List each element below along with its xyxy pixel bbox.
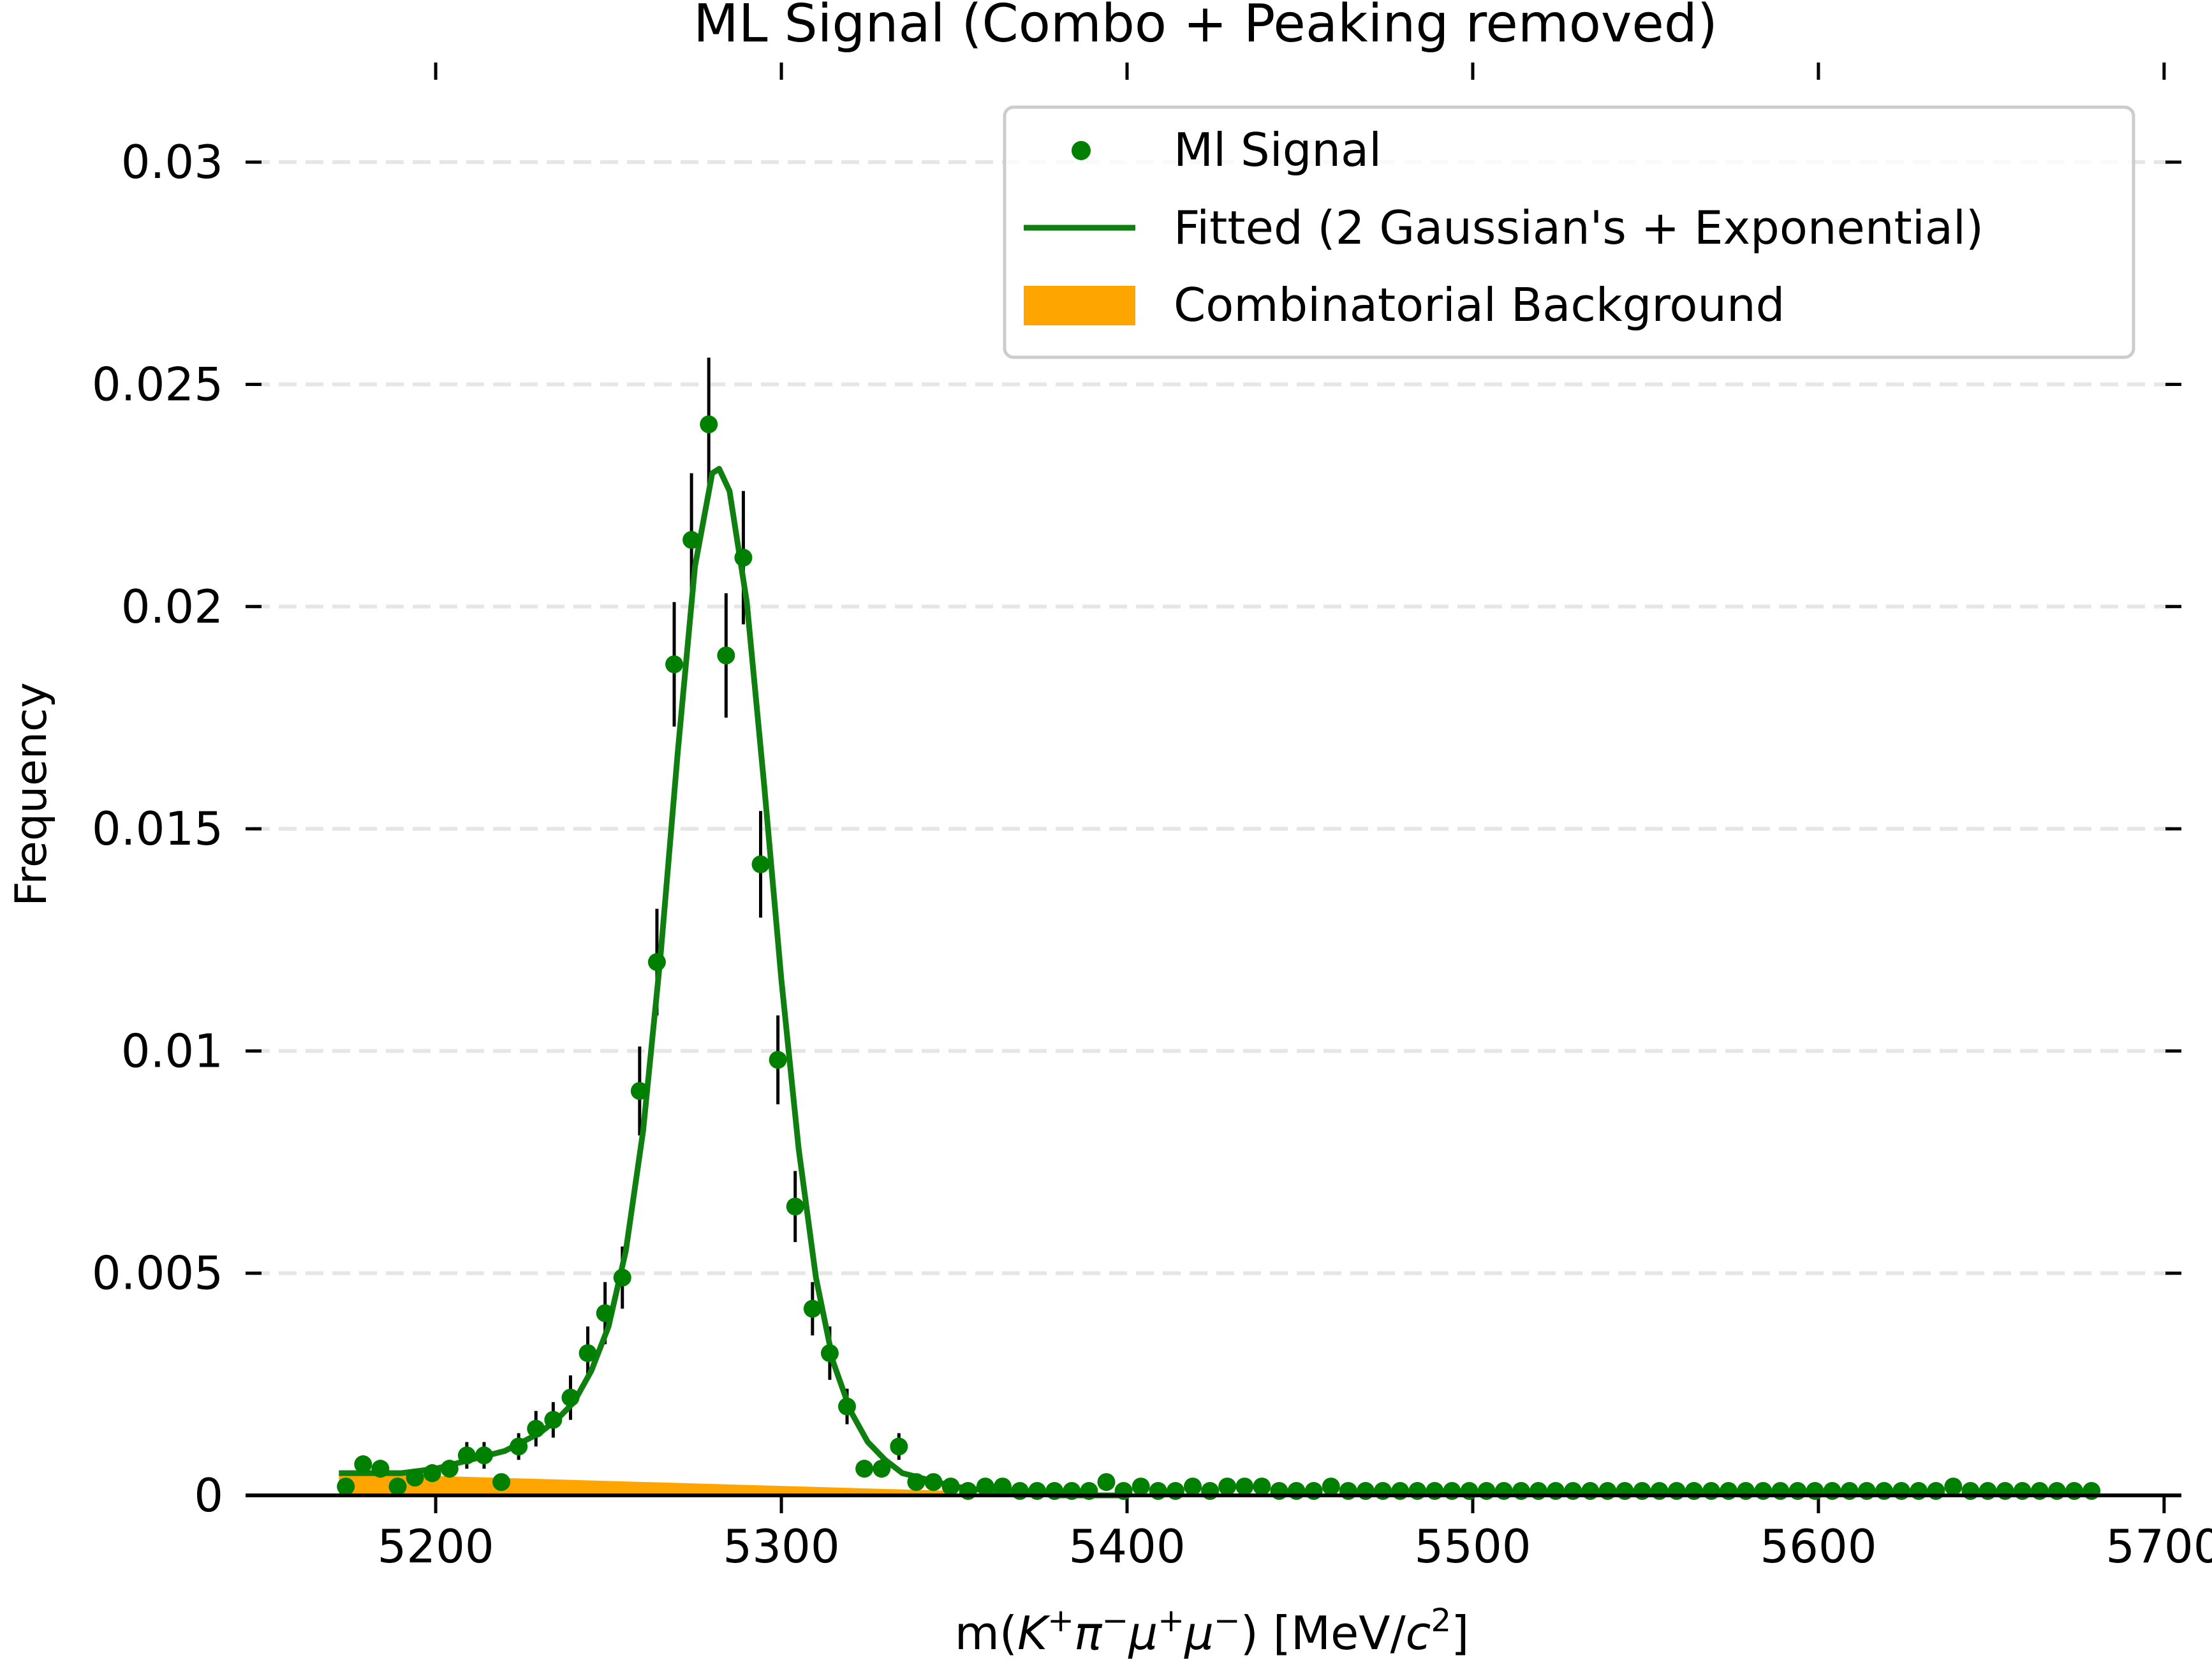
x-tick-label: 5300: [723, 1520, 839, 1573]
x-label-k-sup: +: [1047, 1602, 1074, 1639]
signal-point: [665, 655, 684, 674]
signal-point: [993, 1478, 1012, 1496]
x-label-mu2-sup: −: [1214, 1602, 1241, 1639]
signal-point: [803, 1300, 822, 1318]
signal-point: [527, 1419, 545, 1438]
x-tick-label: 5700: [2105, 1520, 2212, 1573]
x-label-prefix: m(: [955, 1606, 1017, 1660]
signal-point: [1183, 1478, 1202, 1496]
signal-point: [337, 1478, 355, 1496]
legend-patch-background: [1024, 286, 1135, 325]
y-tick-label: 0.005: [92, 1247, 223, 1300]
signal-point: [1944, 1478, 1963, 1496]
x-label-mu2: μ: [1184, 1606, 1214, 1660]
signal-point: [475, 1446, 493, 1465]
signal-point: [544, 1411, 563, 1429]
signal-point: [751, 855, 770, 873]
y-tick-label: 0.015: [92, 802, 223, 856]
x-axis-label: m(K+π−μ+μ−) [MeV/c2]: [955, 1602, 1470, 1660]
signal-point: [406, 1469, 424, 1487]
signal-point: [941, 1478, 960, 1496]
y-axis-label: Frequency: [6, 682, 57, 906]
y-tick-label: 0: [194, 1469, 223, 1522]
signal-point: [976, 1478, 994, 1496]
signal-point: [682, 531, 701, 549]
signal-point: [492, 1473, 511, 1492]
x-tick-label: 5400: [1068, 1520, 1185, 1573]
x-label-unit-close: ]: [1451, 1606, 1469, 1660]
signal-point: [371, 1460, 390, 1478]
signal-point: [855, 1460, 874, 1478]
signal-point: [596, 1304, 614, 1322]
legend-box: [1003, 105, 2135, 359]
signal-point: [1235, 1478, 1254, 1496]
x-label-mu1: μ: [1128, 1606, 1158, 1660]
legend-label-background: Combinatorial Background: [1174, 278, 1785, 332]
signal-point: [907, 1473, 925, 1492]
signal-point: [630, 1082, 649, 1100]
signal-point: [1132, 1478, 1150, 1496]
signal-point: [924, 1473, 943, 1492]
signal-point: [423, 1464, 441, 1483]
y-tick-label: 0.02: [121, 580, 223, 633]
legend-marker-signal: [1072, 141, 1091, 160]
signal-point: [1253, 1478, 1271, 1496]
signal-point: [561, 1388, 580, 1407]
signal-point: [769, 1051, 787, 1069]
signal-point: [1097, 1473, 1116, 1492]
signal-point: [734, 549, 753, 567]
x-label-pi: π: [1074, 1606, 1103, 1660]
x-label-mu1-sup: +: [1158, 1602, 1184, 1639]
legend: Ml Signal Fitted (2 Gaussian's + Exponen…: [1003, 105, 2135, 359]
x-label-k: K: [1017, 1606, 1051, 1660]
x-tick-label: 5600: [1760, 1520, 1877, 1573]
signal-point: [717, 646, 735, 665]
y-tick-label: 0.025: [92, 357, 223, 411]
signal-point: [388, 1478, 407, 1496]
signal-point: [838, 1397, 857, 1416]
signal-point: [890, 1437, 908, 1456]
signal-point: [1218, 1478, 1237, 1496]
signal-point: [1322, 1478, 1340, 1496]
y-tick-label: 0.01: [121, 1024, 223, 1078]
signal-point: [647, 953, 666, 972]
signal-point: [700, 415, 718, 434]
legend-label-signal: Ml Signal: [1174, 123, 1382, 177]
x-label-unit-open: ) [MeV/: [1241, 1606, 1406, 1660]
x-tick-label: 5500: [1414, 1520, 1531, 1573]
signal-point: [579, 1344, 597, 1363]
background-area: [339, 1473, 955, 1495]
x-label-c: c: [1406, 1606, 1431, 1660]
x-label-pi-sup: −: [1102, 1602, 1128, 1639]
signal-point: [873, 1460, 891, 1478]
chart-title: ML Signal (Combo + Peaking removed): [693, 0, 1718, 54]
background-fill: [339, 1473, 955, 1495]
signal-point: [786, 1197, 804, 1216]
x-tick-label: 5200: [377, 1520, 494, 1573]
legend-label-fit: Fitted (2 Gaussian's + Exponential): [1174, 201, 1984, 255]
x-label-c-sup: 2: [1431, 1602, 1451, 1639]
signal-point: [440, 1460, 459, 1478]
axis-ticks: 0 0.005 0.01 0.015 0.02 0.025 0.03 5200 5300 5400…: [92, 63, 2212, 1573]
signal-point: [820, 1344, 839, 1363]
y-tick-label: 0.03: [121, 135, 223, 189]
signal-point: [510, 1437, 528, 1456]
signal-point: [613, 1268, 631, 1287]
signal-point: [457, 1446, 476, 1465]
signal-point: [354, 1455, 372, 1474]
